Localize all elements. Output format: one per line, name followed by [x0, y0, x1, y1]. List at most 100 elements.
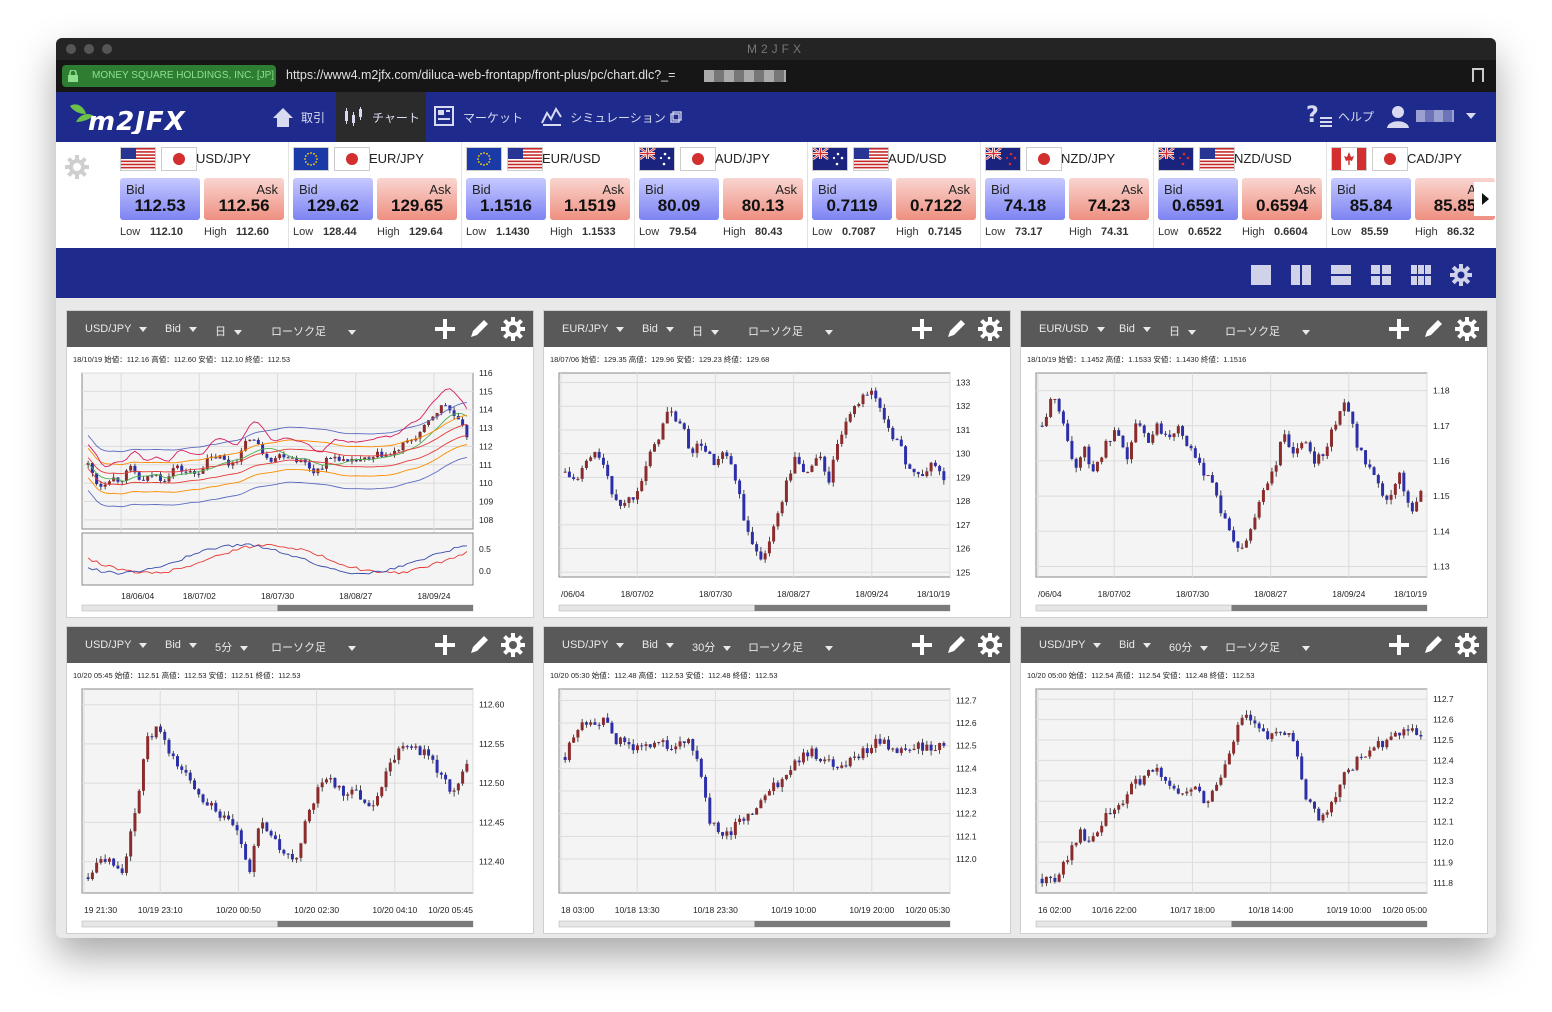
minimize-window-icon[interactable] — [84, 44, 94, 54]
period-select[interactable]: 30分 — [692, 639, 732, 655]
chart-settings-gear-icon[interactable] — [978, 317, 1002, 341]
bid-button[interactable]: Bid 0.6591 — [1158, 178, 1238, 220]
bid-button[interactable]: Bid 85.84 — [1331, 178, 1411, 220]
draw-pencil-icon[interactable] — [944, 317, 968, 341]
chart-scrollbar-thumb[interactable] — [277, 605, 474, 611]
candle-body — [1244, 540, 1248, 548]
chart-scrollbar-thumb[interactable] — [754, 605, 951, 611]
pair-select[interactable]: USD/JPY — [1039, 639, 1102, 651]
chart-settings-gear-icon[interactable] — [501, 633, 525, 657]
candle-body — [887, 419, 891, 428]
bid-button[interactable]: Bid 80.09 — [639, 178, 719, 220]
bid-ask-select[interactable]: Bid — [1119, 323, 1151, 335]
layout-single-button[interactable] — [1250, 264, 1272, 286]
add-indicator-icon[interactable] — [910, 633, 934, 657]
bid-ask-select[interactable]: Bid — [642, 323, 674, 335]
bid-button[interactable]: Bid 112.53 — [120, 178, 200, 220]
chart-type-select[interactable]: ローソク足 — [1225, 639, 1310, 655]
price-chart[interactable]: 1.18 1.17 1.16 1.15 1.14 1.13/06/04 18/07/02 18… — [1021, 363, 1487, 613]
chart-scrollbar-thumb[interactable] — [754, 921, 951, 927]
ask-button[interactable]: Ask 1.1519 — [550, 178, 630, 220]
nav-market[interactable]: マーケット — [428, 92, 528, 142]
draw-pencil-icon[interactable] — [467, 633, 491, 657]
chart-type-select[interactable]: ローソク足 — [748, 639, 833, 655]
price-chart[interactable]: 112.7 112.6 112.5 112.4 112.3 112.2 112.1 112.0… — [1021, 679, 1487, 929]
ticker-next-button[interactable] — [1474, 182, 1496, 216]
bid-ask-select[interactable]: Bid — [642, 639, 674, 651]
chart-settings-gear-icon[interactable] — [501, 317, 525, 341]
period-select[interactable]: 60分 — [1169, 639, 1209, 655]
price-chart[interactable]: 112.60 112.55 112.50 112.45 112.40 19 21:30 10… — [67, 679, 533, 929]
help-link[interactable]: ? ヘルプ — [1306, 104, 1374, 128]
ask-button[interactable]: Ask 0.6594 — [1242, 178, 1322, 220]
add-indicator-icon[interactable] — [1387, 317, 1411, 341]
m2jfx-logo: m2JFX — [70, 104, 186, 134]
bid-button[interactable]: Bid 1.1516 — [466, 178, 546, 220]
chart-settings-gear-icon[interactable] — [1455, 633, 1479, 657]
period-select[interactable]: 日 — [215, 323, 242, 339]
draw-pencil-icon[interactable] — [1421, 317, 1445, 341]
period-select[interactable]: 日 — [1169, 323, 1196, 339]
chart-type-select[interactable]: ローソク足 — [271, 323, 356, 339]
add-indicator-icon[interactable] — [1387, 633, 1411, 657]
certificate-badge[interactable]: MONEY SQUARE HOLDINGS, INC. [JP] — [62, 65, 276, 87]
bid-ask-select[interactable]: Bid — [1119, 639, 1151, 651]
chart-scrollbar-thumb[interactable] — [1231, 605, 1428, 611]
draw-pencil-icon[interactable] — [1421, 633, 1445, 657]
add-indicator-icon[interactable] — [910, 317, 934, 341]
pair-select[interactable]: USD/JPY — [85, 323, 148, 335]
chart-type-select[interactable]: ローソク足 — [1225, 323, 1310, 339]
pair-select[interactable]: EUR/JPY — [562, 323, 625, 335]
chart-type-select[interactable]: ローソク足 — [271, 639, 356, 655]
ask-button[interactable]: Ask 74.23 — [1069, 178, 1149, 220]
candle-body — [337, 785, 341, 788]
add-indicator-icon[interactable] — [433, 317, 457, 341]
bookmark-icon[interactable] — [1472, 68, 1484, 82]
chart-type-select[interactable]: ローソク足 — [748, 323, 833, 339]
draw-pencil-icon[interactable] — [944, 633, 968, 657]
candle-body — [124, 470, 128, 481]
jp-flag-icon — [681, 148, 715, 170]
chart-settings-gear-icon[interactable] — [1455, 317, 1479, 341]
layout-four-grid-button[interactable] — [1370, 264, 1392, 286]
chart-settings-gear-icon[interactable] — [978, 633, 1002, 657]
chart-panel-header: USD/JPY Bid 5分 ローソク足 — [67, 627, 533, 663]
nav-simulation[interactable]: シミュレーション — [534, 92, 694, 142]
candle-body — [1359, 756, 1363, 758]
chart-scrollbar-thumb[interactable] — [1231, 921, 1428, 927]
price-chart[interactable]: 116 115 114 113 112 111 110 109 108 18/06/04 18/07… — [67, 363, 533, 613]
draw-pencil-icon[interactable] — [467, 317, 491, 341]
layout-six-grid-button[interactable] — [1410, 264, 1432, 286]
nav-candlestick[interactable]: チャート — [336, 92, 426, 142]
bid-button[interactable]: Bid 74.18 — [985, 178, 1065, 220]
ask-button[interactable]: Ask 129.65 — [377, 178, 457, 220]
pair-select[interactable]: USD/JPY — [562, 639, 625, 651]
layout-two-column-button[interactable] — [1290, 264, 1312, 286]
price-chart[interactable]: 112.7 112.6 112.5 112.4 112.3 112.2 112.1 112.0… — [544, 679, 1010, 929]
bid-ask-select[interactable]: Bid — [165, 323, 197, 335]
ticker-settings-gear-icon[interactable] — [64, 154, 90, 180]
candle-body — [1376, 475, 1380, 484]
pair-select[interactable]: EUR/USD — [1039, 323, 1105, 335]
chart-scrollbar-thumb[interactable] — [277, 921, 474, 927]
price-chart[interactable]: 133 132 131 130 129 128 127 126 125/06/04 18/07/0… — [544, 363, 1010, 613]
bid-button[interactable]: Bid 129.62 — [293, 178, 373, 220]
layout-two-row-button[interactable] — [1330, 264, 1352, 286]
candle-body — [1330, 802, 1333, 813]
zoom-window-icon[interactable] — [102, 44, 112, 54]
rate-flags — [466, 147, 548, 171]
close-window-icon[interactable] — [66, 44, 76, 54]
nav-home[interactable]: 取引 — [266, 92, 330, 142]
bid-button[interactable]: Bid 0.7119 — [812, 178, 892, 220]
settings-gear-button[interactable] — [1450, 264, 1472, 286]
bid-ask-select[interactable]: Bid — [165, 639, 197, 651]
add-indicator-icon[interactable] — [433, 633, 457, 657]
user-menu[interactable] — [1386, 104, 1478, 128]
period-select[interactable]: 日 — [692, 323, 719, 339]
ask-button[interactable]: Ask 0.7122 — [896, 178, 976, 220]
pair-select[interactable]: USD/JPY — [85, 639, 148, 651]
ask-button[interactable]: Ask 112.56 — [204, 178, 284, 220]
period-select[interactable]: 5分 — [215, 639, 249, 655]
ask-button[interactable]: Ask 80.13 — [723, 178, 803, 220]
url-field[interactable]: https://www4.m2jfx.com/diluca-web-fronta… — [286, 68, 676, 82]
